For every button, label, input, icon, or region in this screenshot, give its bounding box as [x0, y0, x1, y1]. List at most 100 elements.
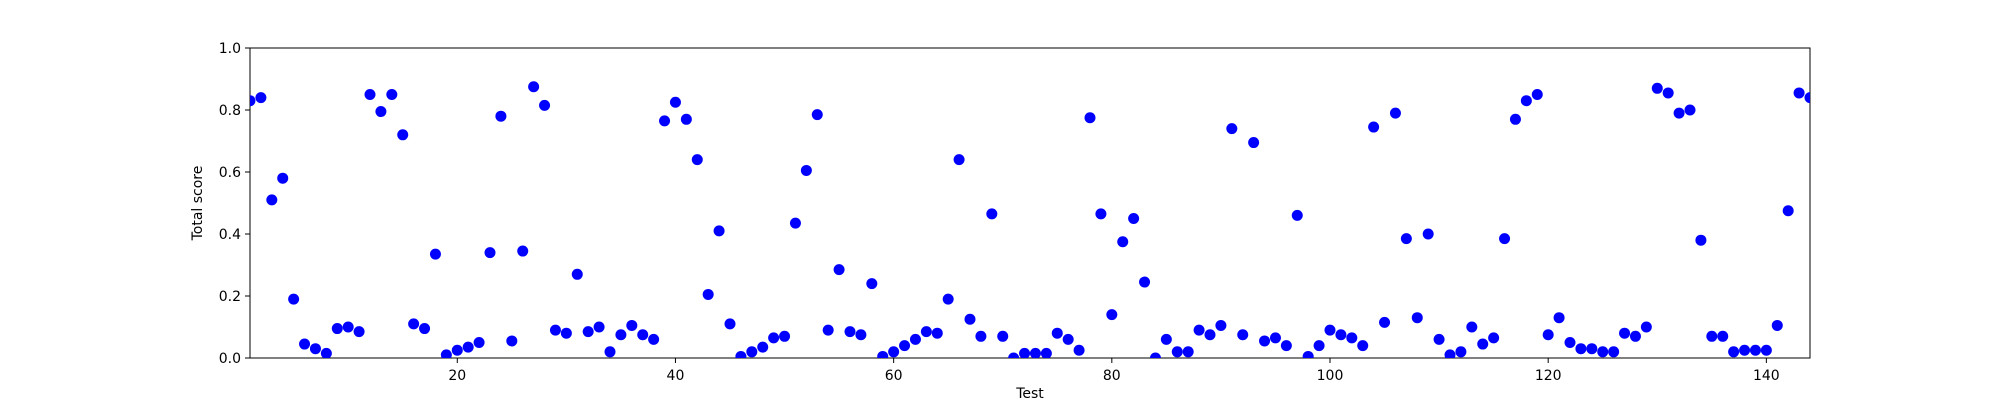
data-point	[331, 323, 343, 335]
data-point	[1771, 319, 1783, 331]
data-point	[571, 268, 583, 280]
data-point	[1160, 333, 1172, 345]
data-point	[1324, 324, 1336, 336]
data-point	[299, 338, 311, 350]
data-points	[250, 81, 1810, 358]
data-point	[899, 340, 911, 352]
data-point	[866, 278, 878, 290]
data-point	[1684, 104, 1696, 116]
data-point	[964, 313, 976, 325]
data-point	[1040, 347, 1052, 358]
data-point	[822, 324, 834, 336]
data-point	[1695, 234, 1707, 246]
data-point	[375, 106, 387, 118]
data-point	[419, 323, 431, 335]
data-point	[1204, 329, 1216, 341]
data-point	[397, 129, 409, 141]
data-point	[1608, 346, 1620, 358]
data-point	[691, 154, 703, 166]
y-tick-label: 0.6	[219, 165, 241, 181]
data-point	[1302, 350, 1314, 358]
data-point	[1455, 346, 1467, 358]
data-point	[386, 89, 398, 100]
data-point	[309, 343, 321, 355]
data-point	[277, 172, 289, 184]
y-axis-ticks: 0.0 0.2 0.4 0.6 0.8 1.0	[219, 41, 250, 367]
data-point	[250, 95, 256, 107]
plot-area	[249, 47, 1811, 359]
data-point	[1357, 340, 1369, 352]
x-axis-ticks: 20 40 60 80 100 120 140	[448, 358, 1780, 384]
data-point	[615, 329, 627, 341]
data-point	[1139, 276, 1151, 288]
data-point	[800, 164, 812, 176]
data-point	[517, 245, 529, 257]
data-point	[1499, 233, 1511, 245]
data-point	[593, 321, 605, 333]
data-point	[320, 347, 332, 358]
data-point	[1280, 340, 1292, 352]
data-point	[1706, 330, 1718, 342]
data-point	[1739, 344, 1751, 356]
data-point	[1400, 233, 1412, 245]
axes-frame	[249, 47, 1811, 359]
data-point	[560, 327, 572, 339]
y-tick-label: 0.2	[219, 289, 241, 305]
data-point	[255, 92, 267, 104]
data-point	[724, 318, 736, 330]
data-point	[1062, 333, 1074, 345]
data-point	[746, 346, 758, 358]
data-point	[920, 326, 932, 338]
data-point	[888, 346, 900, 358]
data-point	[997, 330, 1009, 342]
data-point	[1717, 330, 1729, 342]
data-point	[1542, 329, 1554, 341]
data-point	[440, 349, 452, 358]
data-point	[484, 247, 496, 259]
data-point	[942, 293, 954, 305]
data-point	[1422, 228, 1434, 240]
data-point	[1673, 107, 1685, 119]
data-point	[1629, 330, 1641, 342]
y-tick-label: 0.4	[219, 227, 241, 243]
data-point	[1073, 344, 1085, 356]
data-point	[429, 248, 441, 260]
x-tick-label: 20	[448, 368, 466, 384]
data-point	[1728, 346, 1740, 358]
x-tick-label: 120	[1535, 368, 1562, 384]
data-point	[789, 217, 801, 229]
data-point	[1760, 344, 1772, 356]
data-point	[1640, 321, 1652, 333]
data-point	[659, 115, 671, 127]
y-axis-label: Total score	[190, 166, 206, 242]
data-point	[604, 346, 616, 358]
data-point	[1575, 343, 1587, 355]
data-point	[549, 324, 561, 336]
data-point	[1259, 335, 1271, 347]
data-point	[1182, 346, 1194, 358]
data-point	[1597, 346, 1609, 358]
data-point	[626, 319, 638, 331]
data-point	[1171, 346, 1183, 358]
data-point	[1237, 329, 1249, 341]
data-point	[1466, 321, 1478, 333]
data-point	[877, 350, 889, 358]
data-point	[669, 96, 681, 108]
data-point	[648, 333, 660, 345]
data-point	[1084, 112, 1096, 124]
data-point	[779, 330, 791, 342]
data-point	[1095, 208, 1107, 220]
data-point	[833, 264, 845, 276]
data-point	[1193, 324, 1205, 336]
data-point	[735, 350, 747, 358]
y-tick-label: 0.8	[219, 103, 241, 119]
data-point	[1379, 316, 1391, 328]
data-point	[1477, 338, 1489, 350]
data-point	[757, 341, 769, 353]
data-point	[1782, 205, 1794, 217]
data-point	[713, 225, 725, 237]
data-point	[1564, 337, 1576, 348]
data-point	[1619, 327, 1631, 339]
data-point	[582, 326, 594, 338]
